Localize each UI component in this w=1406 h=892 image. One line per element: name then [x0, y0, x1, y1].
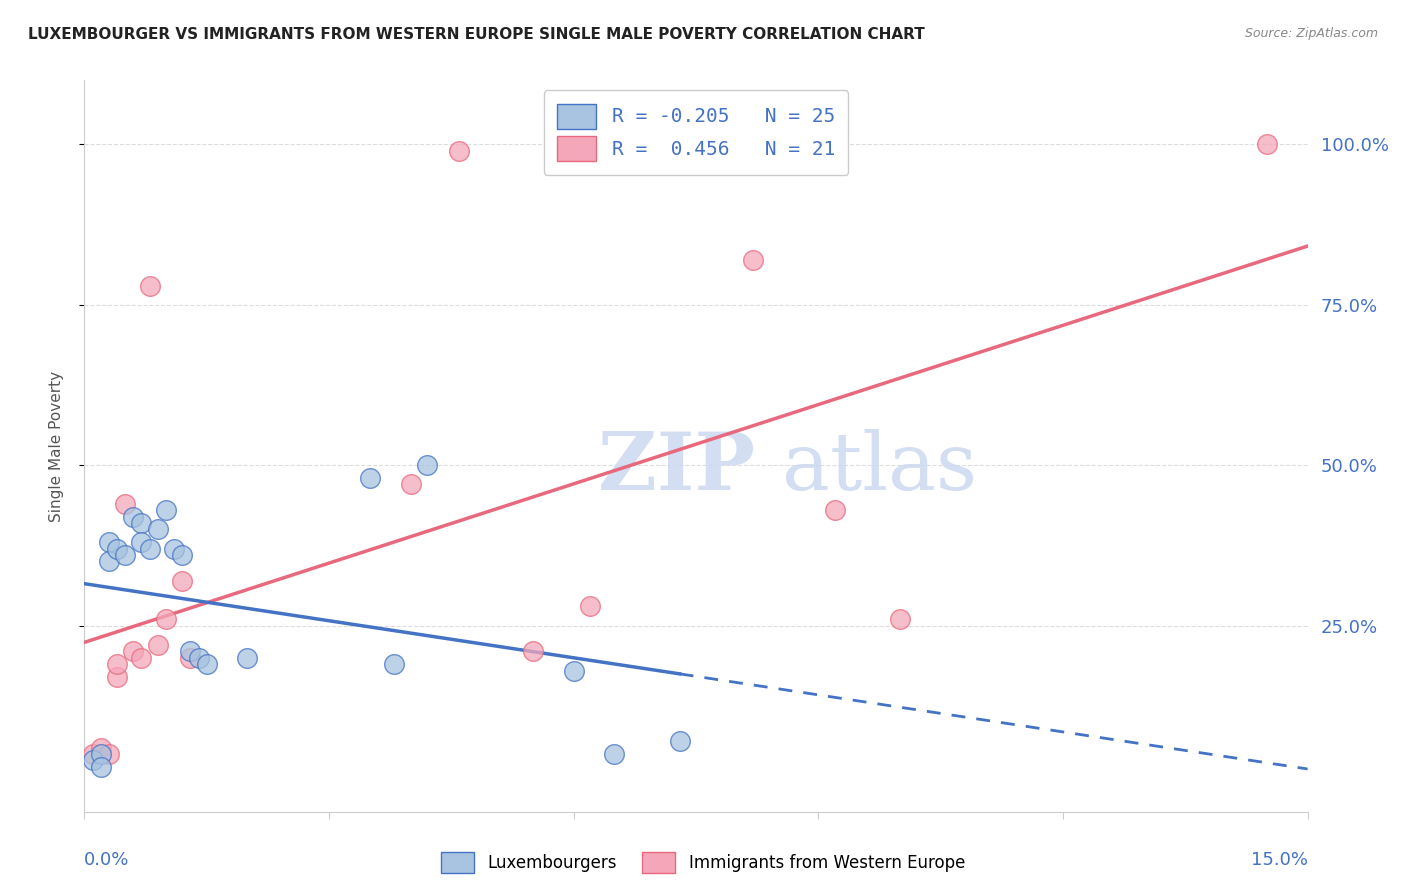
- Text: Source: ZipAtlas.com: Source: ZipAtlas.com: [1244, 27, 1378, 40]
- Point: [562, 664, 585, 678]
- Point: [668, 734, 690, 748]
- Text: atlas: atlas: [782, 429, 977, 507]
- Point: [187, 650, 209, 665]
- Text: ZIP: ZIP: [598, 429, 755, 507]
- Point: [131, 650, 153, 665]
- Point: [742, 252, 765, 267]
- Point: [97, 747, 120, 761]
- Point: [105, 541, 128, 556]
- Point: [179, 650, 201, 665]
- Point: [105, 657, 128, 672]
- Point: [399, 477, 422, 491]
- Point: [82, 747, 104, 761]
- Point: [179, 644, 201, 658]
- Point: [579, 599, 602, 614]
- Point: [416, 458, 439, 473]
- Point: [522, 644, 544, 658]
- Point: [82, 753, 104, 767]
- Text: 0.0%: 0.0%: [84, 851, 129, 869]
- Text: 15.0%: 15.0%: [1250, 851, 1308, 869]
- Point: [155, 612, 177, 626]
- Point: [195, 657, 218, 672]
- Point: [163, 541, 186, 556]
- Point: [1256, 137, 1278, 152]
- Point: [359, 471, 381, 485]
- Point: [97, 535, 120, 549]
- Point: [889, 612, 911, 626]
- Point: [382, 657, 405, 672]
- Point: [90, 760, 112, 774]
- Point: [138, 541, 160, 556]
- Legend: R = -0.205   N = 25, R =  0.456   N = 21: R = -0.205 N = 25, R = 0.456 N = 21: [544, 90, 848, 175]
- Point: [114, 497, 136, 511]
- Point: [122, 644, 145, 658]
- Point: [97, 554, 120, 568]
- Point: [131, 516, 153, 530]
- Y-axis label: Single Male Poverty: Single Male Poverty: [49, 370, 63, 522]
- Point: [172, 574, 194, 588]
- Point: [146, 638, 169, 652]
- Point: [90, 740, 112, 755]
- Point: [122, 509, 145, 524]
- Point: [131, 535, 153, 549]
- Point: [449, 144, 471, 158]
- Point: [172, 548, 194, 562]
- Point: [114, 548, 136, 562]
- Point: [155, 503, 177, 517]
- Point: [236, 650, 259, 665]
- Point: [146, 523, 169, 537]
- Point: [603, 747, 626, 761]
- Point: [138, 278, 160, 293]
- Legend: Luxembourgers, Immigrants from Western Europe: Luxembourgers, Immigrants from Western E…: [434, 846, 972, 880]
- Point: [90, 747, 112, 761]
- Point: [824, 503, 846, 517]
- Point: [105, 670, 128, 684]
- Text: LUXEMBOURGER VS IMMIGRANTS FROM WESTERN EUROPE SINGLE MALE POVERTY CORRELATION C: LUXEMBOURGER VS IMMIGRANTS FROM WESTERN …: [28, 27, 925, 42]
